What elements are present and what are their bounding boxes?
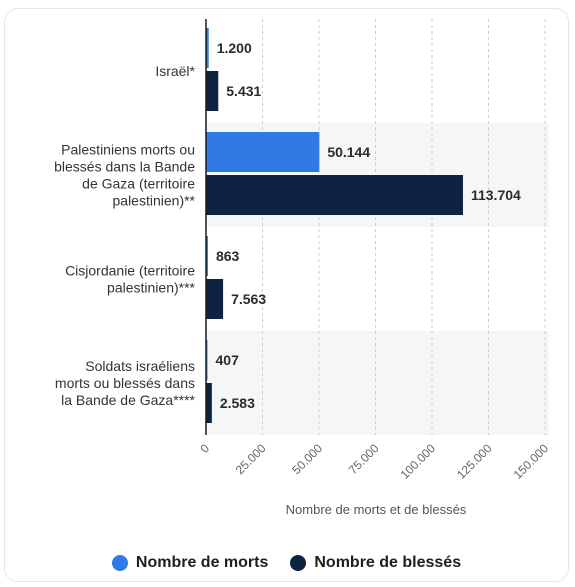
data-label: 1.200: [217, 40, 252, 56]
category-label-line: de Gaza (territoire: [82, 176, 195, 192]
x-tick-label: 100.000: [398, 441, 439, 482]
legend-swatch-injured: [290, 555, 307, 571]
bar-injured-0: [206, 71, 219, 111]
bar-chart: 1.200 5.431 Israël* 50.144 113.704 Palestinie…: [54, 19, 552, 517]
data-label: 2.583: [220, 395, 255, 411]
category-label: Palestiniens morts ou blessés dans la Ban…: [54, 142, 195, 209]
data-label: 5.431: [226, 83, 261, 99]
category-label: Soldats israéliens morts ou blessés dans l…: [55, 358, 196, 408]
category-label: Cisjordanie (territoire palestinien)***: [65, 263, 195, 296]
bar-injured-3: [206, 383, 212, 423]
x-tick-label: 0: [197, 441, 212, 456]
legend-label-deaths: Nombre de morts: [135, 554, 269, 571]
x-tick-label: 50.000: [289, 441, 325, 477]
category-label: Israël*: [155, 63, 195, 79]
legend: Nombre de morts Nombre de blessés: [5, 551, 568, 575]
data-label: 7.563: [231, 291, 266, 307]
bar-deaths-0: [206, 28, 209, 68]
category-label-line: palestinien)***: [107, 280, 195, 296]
category-label-line: Soldats israéliens: [85, 358, 195, 374]
data-label: 863: [216, 248, 240, 264]
chart-card: 1.200 5.431 Israël* 50.144 113.704 Palestinie…: [4, 8, 569, 582]
category-label-line: la Bande de Gaza****: [61, 392, 195, 408]
x-tick-label: 150.000: [511, 441, 552, 482]
x-axis-title: Nombre de morts et de blessés: [286, 502, 467, 517]
data-label: 113.704: [471, 187, 521, 203]
row-band: [206, 331, 549, 435]
category-label-line: Israël*: [155, 63, 195, 79]
category-label-line: palestinien)**: [113, 193, 196, 209]
category-label-line: Cisjordanie (territoire: [65, 263, 195, 279]
x-tick-label: 125.000: [454, 441, 495, 482]
legend-item-deaths[interactable]: Nombre de morts: [111, 554, 269, 572]
legend-swatch-deaths: [111, 555, 128, 571]
legend-item-injured[interactable]: Nombre de blessés: [290, 554, 461, 572]
bar-injured-1: [206, 175, 463, 215]
data-label: 50.144: [327, 144, 370, 160]
bar-deaths-2: [206, 236, 208, 276]
bar-injured-2: [206, 279, 224, 319]
x-tick-label: 25.000: [233, 441, 269, 477]
x-tick-label: 75.000: [346, 441, 382, 477]
data-label: 407: [216, 352, 240, 368]
category-label-line: Palestiniens morts ou: [61, 142, 195, 158]
legend-label-injured: Nombre de blessés: [314, 554, 462, 571]
bar-deaths-1: [206, 132, 320, 172]
category-label-line: morts ou blessés dans: [55, 375, 195, 391]
category-label-line: blessés dans la Bande: [54, 159, 195, 175]
